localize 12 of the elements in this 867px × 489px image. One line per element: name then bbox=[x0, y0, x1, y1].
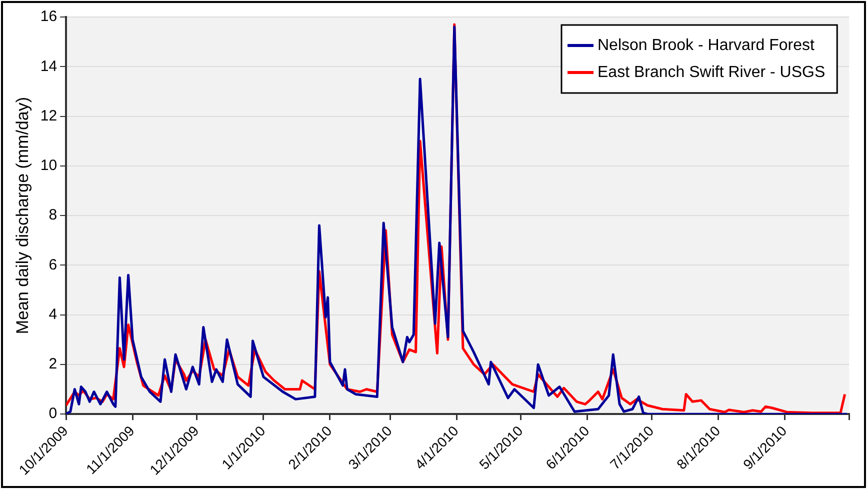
y-tick-label: 2 bbox=[48, 356, 58, 373]
y-tick-label: 6 bbox=[48, 256, 58, 274]
y-tick-label: 12 bbox=[40, 107, 58, 124]
y-tick-label: 8 bbox=[48, 206, 58, 224]
legend-label: Nelson Brook - Harvard Forest bbox=[598, 36, 816, 54]
y-axis-title: Mean daily discharge (mm/day) bbox=[12, 96, 32, 334]
y-tick-label: 4 bbox=[48, 306, 58, 323]
legend-label: East Branch Swift River - USGS bbox=[598, 64, 826, 81]
y-tick-label: 10 bbox=[40, 157, 58, 174]
y-tick-label: 14 bbox=[40, 58, 58, 75]
y-tick-label: 0 bbox=[48, 405, 58, 422]
y-tick-label: 16 bbox=[40, 8, 58, 26]
